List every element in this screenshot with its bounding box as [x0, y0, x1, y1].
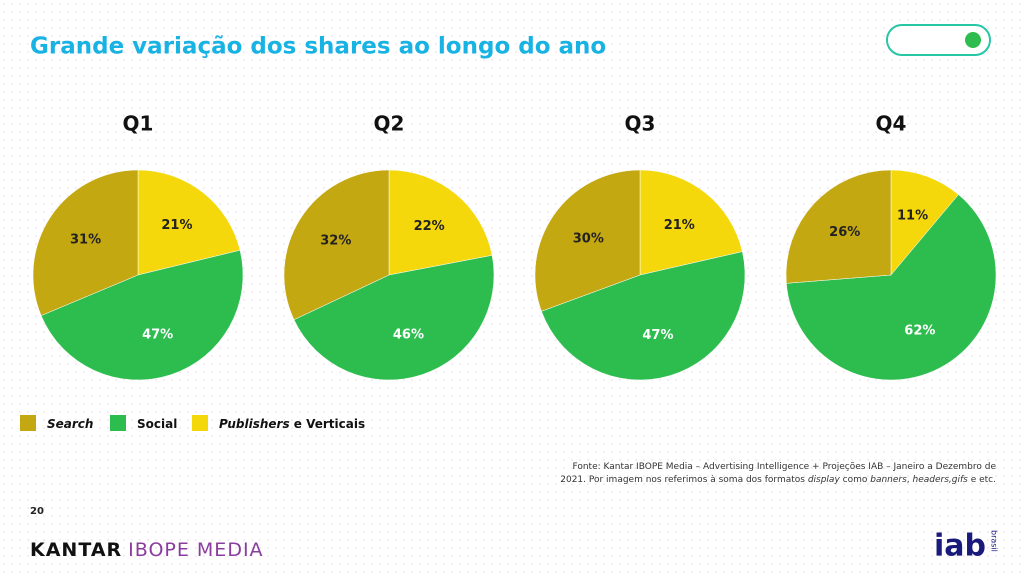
slice-label: 47% [642, 328, 673, 343]
source-segment: banners [870, 475, 907, 485]
source-segment: 2021. Por imagem nos referimos à soma do… [560, 475, 808, 485]
logo-part: IBOPE MEDIA [128, 539, 263, 561]
legend-swatch [20, 415, 36, 431]
slice-label: 21% [664, 218, 695, 233]
pie-slice [40, 249, 244, 381]
pie-title: Q3 [625, 112, 656, 136]
toggle[interactable] [886, 24, 991, 56]
source-line: 2021. Por imagem nos referimos à soma do… [560, 475, 996, 485]
slice-label: 26% [829, 225, 860, 240]
slice-label: 47% [142, 327, 173, 342]
legend-swatch [192, 415, 208, 431]
slice-label: 21% [161, 218, 192, 233]
legend-label: Search [47, 417, 93, 431]
legend-name: Publishers [219, 417, 290, 431]
legend-label: Publishers e Verticais [219, 417, 365, 431]
slice-label: 31% [70, 233, 101, 248]
iab-logo: iab [934, 529, 986, 564]
pie-slice [293, 255, 495, 381]
page-number: 20 [30, 506, 44, 517]
legend-label: Social [137, 417, 177, 431]
pie-slice [32, 169, 139, 316]
pie-slice [786, 194, 997, 381]
slice-label: 32% [320, 234, 351, 249]
toggle-knob [965, 32, 981, 48]
source-line: Fonte: Kantar IBOPE Media – Advertising … [572, 462, 996, 472]
legend-name: Search [47, 417, 93, 431]
legend-name: Social [137, 417, 177, 431]
slice-label: 11% [897, 208, 928, 223]
pie-slice [388, 169, 493, 276]
pie-title: Q4 [876, 112, 907, 136]
source-segment: display [808, 475, 841, 485]
pie-slice [541, 251, 746, 381]
logo-part: KANTAR [30, 539, 122, 561]
legend-swatch [110, 415, 126, 431]
pie-slice [890, 169, 959, 276]
source-segment: Fonte: Kantar IBOPE Media – Advertising … [572, 462, 996, 472]
source-segment: , [907, 475, 913, 485]
pie-title: Q2 [374, 112, 405, 136]
slice-label: 30% [573, 231, 604, 246]
source-segment: como [840, 475, 870, 485]
pie-slice [534, 169, 641, 312]
slice-label: 62% [904, 323, 935, 338]
pie-slice [137, 169, 241, 276]
legend-rest: e Verticais [290, 417, 366, 431]
slice-label: 22% [414, 219, 445, 234]
pie-slice [639, 169, 743, 276]
source-segment: headers,gifs [913, 475, 969, 485]
slice-label: 46% [393, 327, 424, 342]
pie-title: Q1 [123, 112, 154, 136]
slide-title: Grande variação dos shares ao longo do a… [30, 34, 606, 60]
pie-slice [785, 169, 892, 284]
pie-slice [283, 169, 390, 321]
kantar-logo: KANTAR IBOPE MEDIA [30, 539, 264, 561]
iab-sub: brasil [990, 530, 999, 552]
source-segment: e etc. [968, 475, 996, 485]
